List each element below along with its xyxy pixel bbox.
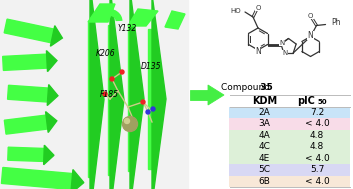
Polygon shape: [46, 112, 57, 132]
Bar: [229, 118, 350, 129]
Text: N: N: [255, 46, 261, 56]
Text: 7.2: 7.2: [310, 108, 324, 117]
Polygon shape: [47, 51, 57, 72]
Text: N: N: [279, 40, 285, 46]
Bar: [1, 167, 73, 189]
Text: < 4.0: < 4.0: [305, 119, 329, 128]
Bar: [0, 0, 188, 189]
Circle shape: [110, 77, 114, 81]
Text: 5.7: 5.7: [310, 165, 324, 174]
Text: N: N: [308, 31, 313, 40]
Bar: [128, 26, 130, 171]
Text: F185: F185: [100, 90, 119, 99]
Bar: [148, 29, 152, 169]
Text: 35: 35: [229, 83, 273, 91]
Bar: [108, 25, 110, 175]
Text: KDM: KDM: [252, 96, 277, 106]
Bar: [8, 147, 44, 161]
Polygon shape: [110, 0, 124, 189]
Text: Y132: Y132: [118, 24, 137, 33]
Polygon shape: [44, 145, 54, 165]
Polygon shape: [47, 84, 58, 105]
Circle shape: [125, 119, 130, 123]
Polygon shape: [50, 26, 62, 46]
Text: 50: 50: [318, 99, 328, 105]
Text: 2A: 2A: [259, 108, 270, 117]
Polygon shape: [208, 85, 224, 105]
Bar: [3, 54, 47, 70]
Polygon shape: [88, 4, 115, 22]
Text: 4.8: 4.8: [310, 142, 324, 151]
Bar: [229, 106, 350, 118]
Text: 3A: 3A: [258, 119, 270, 128]
Text: N: N: [282, 50, 287, 56]
Text: 4A: 4A: [259, 131, 270, 140]
Circle shape: [103, 92, 107, 96]
Text: Ph: Ph: [331, 18, 341, 27]
Bar: [229, 141, 350, 153]
Bar: [222, 0, 353, 189]
Polygon shape: [71, 170, 84, 189]
Circle shape: [146, 110, 150, 114]
Text: < 4.0: < 4.0: [305, 177, 329, 186]
Text: O: O: [255, 5, 261, 11]
Bar: [229, 164, 350, 176]
Circle shape: [141, 100, 145, 104]
Text: D135: D135: [141, 62, 162, 71]
Text: pIC: pIC: [297, 96, 315, 106]
Bar: [227, 95, 352, 106]
Bar: [229, 153, 350, 164]
Text: < 4.0: < 4.0: [305, 154, 329, 163]
Text: K206: K206: [96, 49, 116, 58]
Bar: [229, 129, 350, 141]
Polygon shape: [128, 9, 158, 26]
Text: O: O: [308, 12, 313, 19]
Text: 5C: 5C: [258, 165, 270, 174]
Circle shape: [120, 70, 124, 74]
Circle shape: [122, 116, 138, 132]
Polygon shape: [90, 0, 104, 189]
Polygon shape: [165, 11, 185, 29]
Text: 6B: 6B: [258, 177, 270, 186]
Text: 4E: 4E: [259, 154, 270, 163]
Circle shape: [151, 107, 155, 111]
Polygon shape: [152, 0, 166, 189]
Bar: [7, 85, 48, 102]
Bar: [190, 90, 208, 100]
Bar: [4, 19, 54, 43]
Text: HO: HO: [231, 8, 241, 14]
Bar: [4, 115, 48, 134]
Text: Compound: Compound: [221, 83, 273, 91]
Text: 4.8: 4.8: [310, 131, 324, 140]
Bar: [229, 176, 350, 187]
Polygon shape: [130, 0, 144, 189]
Bar: [88, 22, 90, 177]
Text: 4C: 4C: [258, 142, 270, 151]
